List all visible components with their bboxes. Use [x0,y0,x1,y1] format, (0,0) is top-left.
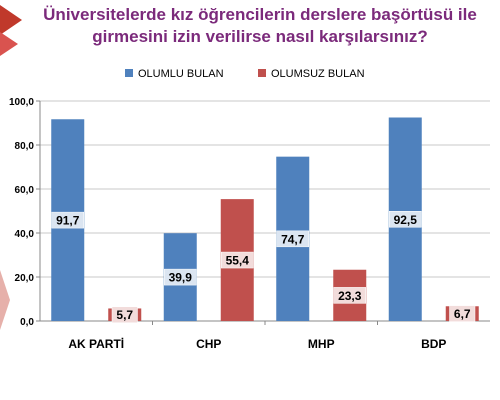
x-tick-label: BDP [421,337,446,351]
legend-label: OLUMSUZ BULAN [271,68,365,80]
x-tick-label: CHP [196,337,221,351]
y-tick-label: 80,0 [15,141,35,152]
data-label: 5,7 [116,308,133,322]
decor-triangle-bottom [0,270,10,330]
data-label: 74,7 [281,232,305,246]
data-label-box [51,211,84,229]
data-label-box [164,268,197,286]
data-label-box [221,251,254,269]
legend-label: OLUMLU BULAN [138,68,224,80]
decorative-stripes [0,5,22,330]
decor-triangle-middle [0,32,18,56]
y-tick-label: 20,0 [15,273,35,284]
decor-triangle-top [0,5,22,35]
y-tick-label: 40,0 [15,229,35,240]
chart-title: Üniversitelerde kız öğrencilerin dersler… [43,5,477,46]
x-tick-label: AK PARTİ [68,336,124,351]
data-label-box [111,306,138,323]
y-tick-label: 100,0 [9,97,34,108]
data-label-box [449,305,476,322]
data-label: 23,3 [338,289,362,303]
data-label: 91,7 [56,214,80,228]
x-tick-label: MHP [308,337,335,351]
legend-swatch [258,69,266,77]
legend-swatch [125,69,133,77]
data-label-box [333,287,366,304]
data-label: 6,7 [454,307,471,321]
data-label: 55,4 [226,254,250,268]
data-label-box [389,211,422,228]
data-label: 39,9 [169,271,193,285]
data-label: 92,5 [394,213,418,227]
data-label-box [276,230,309,248]
y-tick-label: 0,0 [20,317,34,328]
y-tick-label: 60,0 [15,185,35,196]
